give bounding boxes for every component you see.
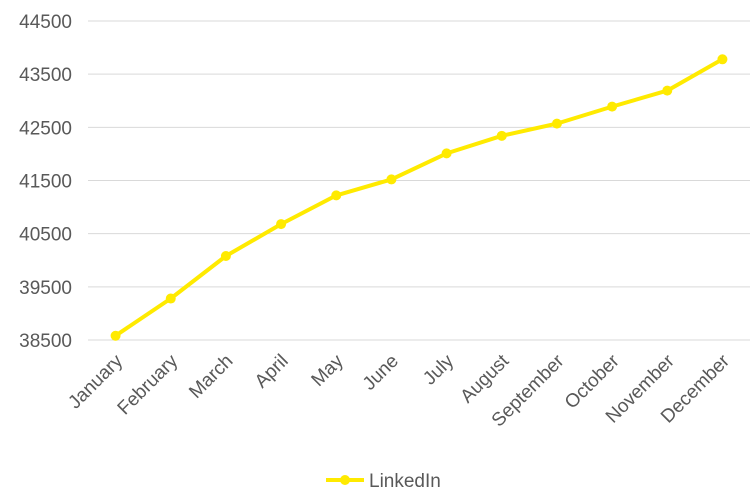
y-tick-label: 41500 — [19, 172, 72, 193]
x-tick-label: May — [308, 350, 349, 391]
data-point-june — [386, 174, 397, 185]
gridlines — [88, 20, 750, 341]
data-point-september — [551, 118, 562, 129]
data-point-november — [662, 85, 673, 96]
y-tick-label: 38500 — [19, 331, 72, 352]
data-point-december — [717, 54, 728, 65]
x-tick-label: July — [419, 350, 458, 389]
y-tick-label: 39500 — [19, 278, 72, 299]
legend-label-linkedin: LinkedIn — [369, 471, 441, 490]
y-tick-label: 40500 — [19, 225, 72, 246]
data-point-march — [220, 250, 231, 261]
series-line-linkedin — [113, 57, 725, 338]
data-point-august — [496, 130, 507, 141]
x-tick-label: March — [185, 351, 237, 403]
data-point-october — [607, 101, 618, 112]
y-tick-label: 43500 — [19, 65, 72, 86]
y-tick-label: 44500 — [19, 12, 72, 33]
x-tick-label: February — [114, 350, 183, 419]
data-point-july — [441, 148, 452, 159]
x-tick-label: April — [251, 351, 293, 393]
legend-dot-marker — [340, 475, 350, 485]
data-point-february — [165, 293, 176, 304]
y-axis-tick-labels: 38500 39500 40500 41500 42500 43500 44500 — [19, 12, 72, 352]
legend: LinkedIn — [326, 471, 441, 490]
series-layer — [110, 54, 728, 341]
data-point-january — [110, 330, 121, 341]
x-tick-label: June — [359, 351, 403, 395]
data-point-april — [276, 219, 287, 230]
data-point-may — [331, 190, 342, 201]
y-tick-label: 42500 — [19, 118, 72, 139]
